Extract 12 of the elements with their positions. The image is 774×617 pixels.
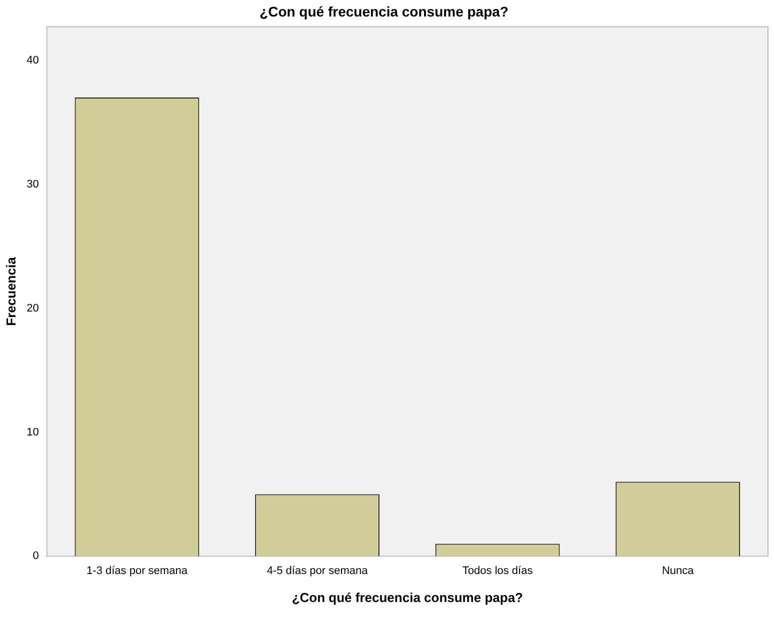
- x-tick-label: 4-5 días por semana: [266, 564, 369, 577]
- y-axis-title: Frecuencia: [3, 256, 18, 326]
- y-tick-label: 40: [26, 54, 39, 66]
- y-tick-label: 10: [26, 426, 39, 438]
- x-tick-label: Nunca: [662, 564, 695, 577]
- y-tick-label: 0: [32, 550, 39, 562]
- x-tick-label: Todos los días: [462, 564, 534, 577]
- y-tick-label: 30: [26, 178, 39, 190]
- x-tick-label: 1-3 días por semana: [86, 564, 188, 577]
- y-tick-label: 20: [26, 302, 39, 314]
- x-axis-title: ¿Con qué frecuencia consume papa?: [292, 590, 524, 605]
- chart-title: ¿Con qué frecuencia consume papa?: [260, 3, 508, 20]
